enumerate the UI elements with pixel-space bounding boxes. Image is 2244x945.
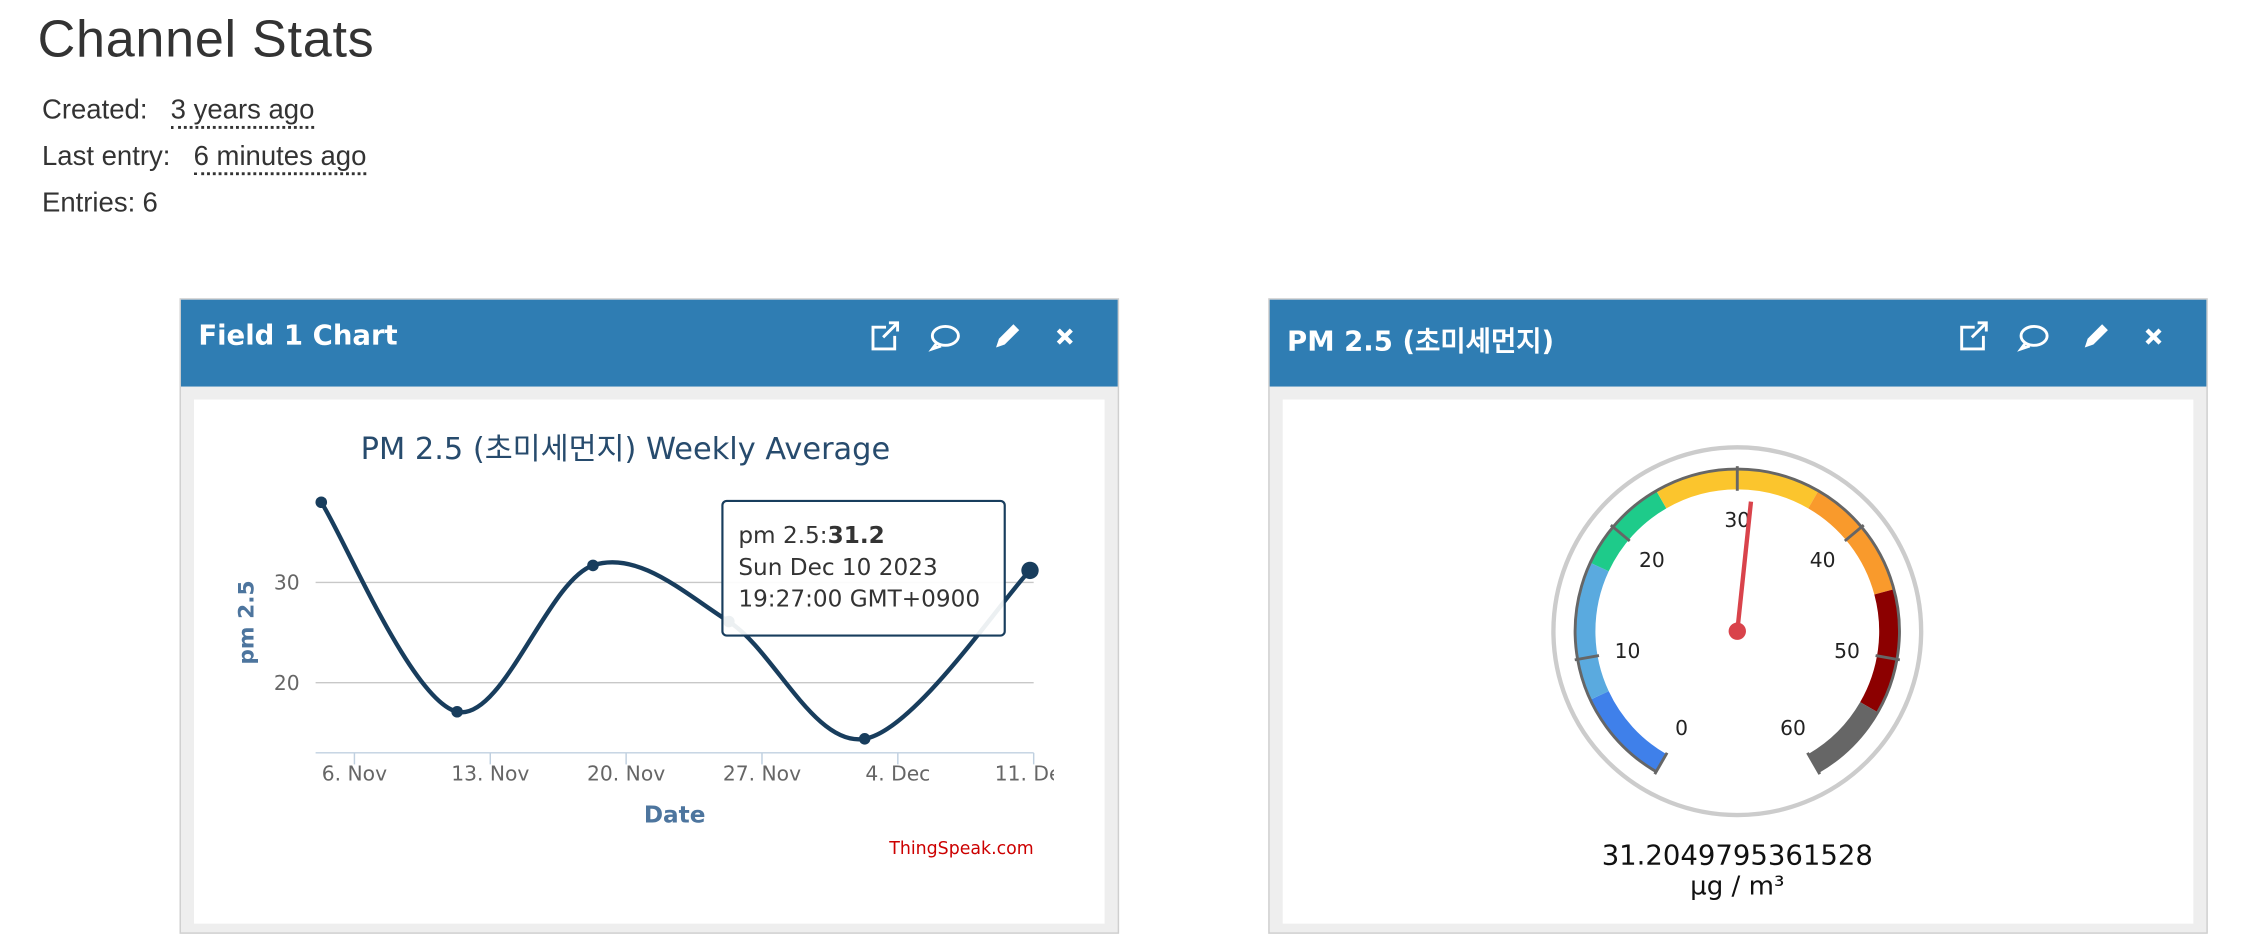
edit-icon[interactable] xyxy=(996,324,1020,348)
gauge-needle xyxy=(1735,501,1754,632)
panel-title: Field 1 Chart xyxy=(198,319,398,352)
gauge-tick-label: 10 xyxy=(1615,639,1641,663)
gauge-tick xyxy=(1653,752,1669,775)
stat-row: Last entry: 6 minutes ago xyxy=(41,141,367,176)
panel-icons xyxy=(871,321,1073,352)
point xyxy=(858,733,871,745)
gauge-band xyxy=(1575,562,1609,700)
stat-row: Created: 3 years ago xyxy=(41,95,315,129)
gauge-band xyxy=(1860,589,1900,713)
popout-icon[interactable] xyxy=(871,321,900,351)
comment-icon[interactable] xyxy=(928,325,960,352)
line xyxy=(319,501,1032,742)
x-tick-label: 20. Nov xyxy=(587,761,665,785)
tooltip-label: pm 2.5: xyxy=(738,523,827,549)
comment-icon[interactable] xyxy=(2017,325,2049,352)
panel: Field 1 Chart xyxy=(179,298,1120,934)
stat-value: 3 years ago xyxy=(170,95,315,129)
stat-row: Entries: 6 xyxy=(42,188,158,220)
stat-value: 6 minutes ago xyxy=(193,141,367,176)
stat-value: 6 xyxy=(142,188,158,219)
tooltip-line: pm 2.5:31.2 xyxy=(738,523,884,549)
x-ticks: 6. Nov 13. Nov 20. Nov 27. Nov 4. Dec 11. Dec xyxy=(322,752,1073,785)
gauge-value: 31.2049795361528 xyxy=(1602,839,1873,871)
edit-icon[interactable] xyxy=(2084,324,2108,348)
stat-label: Entries: xyxy=(41,188,136,219)
y-tick-label: 20 xyxy=(274,671,300,695)
gauge-hub xyxy=(1728,622,1746,640)
icons xyxy=(871,321,2162,352)
gauge-band xyxy=(1808,490,1894,595)
gauge-band xyxy=(1808,701,1878,772)
point xyxy=(315,496,328,509)
point xyxy=(587,559,599,572)
gauge-tick-label: 60 xyxy=(1780,716,1806,740)
x-tick-label: 13. Nov xyxy=(451,761,529,785)
tooltip-line: 19:27:00 GMT+0900 xyxy=(738,587,980,613)
gauge-tick-label: 0 xyxy=(1675,716,1688,740)
gauge-tick-label: 40 xyxy=(1810,548,1836,572)
x-tick-label: 27. Nov xyxy=(723,761,801,785)
x-tick-label: 6. Nov xyxy=(322,761,387,785)
tooltip-value: 31.2 xyxy=(828,523,885,549)
credit: ThingSpeak.com xyxy=(888,839,1033,859)
gauge-tick-label: 50 xyxy=(1834,639,1860,663)
gauge-tick-label: 20 xyxy=(1639,548,1665,572)
panel-header: PM 2.5 (초미세먼지) xyxy=(1269,299,2207,387)
tooltip: pm 2.5:31.2 Sun Dec 10 2023 19:27:00 GMT+0… xyxy=(721,499,1006,637)
gauge-tick xyxy=(1574,654,1600,662)
y-axis-title: pm 2.5 xyxy=(234,580,259,664)
point xyxy=(1021,561,1039,580)
stat-label: Created: xyxy=(41,95,148,126)
panel-icons xyxy=(1960,321,2162,352)
gauge-units: µg / m³ xyxy=(1690,872,1784,902)
point xyxy=(451,705,463,718)
gauge-tick xyxy=(1806,752,1822,775)
x-tick-label: 11. Dec xyxy=(995,761,1073,785)
gauge-tick xyxy=(1609,524,1631,543)
popout-icon[interactable] xyxy=(1960,321,1988,351)
gauge-band xyxy=(1590,690,1667,772)
gauge-band xyxy=(1590,490,1667,572)
y-tick-label: 30 xyxy=(274,571,300,595)
page-title: Channel Stats xyxy=(37,8,375,69)
stat-label: Last entry: xyxy=(41,141,171,173)
panel-title: PM 2.5 (초미세먼지) xyxy=(1287,325,1555,358)
x-tick-label: 4. Dec xyxy=(865,761,930,785)
close-icon[interactable] xyxy=(1056,328,1073,345)
x-axis-title: Date xyxy=(644,802,706,828)
gauge-tick xyxy=(1843,524,1865,543)
tooltip-box xyxy=(721,499,1006,637)
tooltip-line: Sun Dec 10 2023 xyxy=(738,555,937,581)
gauge-tick xyxy=(1875,654,1901,662)
chart-title: PM 2.5 (초미세먼지) Weekly Average xyxy=(361,432,891,467)
panel-body xyxy=(193,399,1105,924)
gauge-tick-label: 30 xyxy=(1724,508,1750,532)
panel-header: Field 1 Chart xyxy=(180,299,1118,387)
close-icon[interactable] xyxy=(2145,328,2162,345)
